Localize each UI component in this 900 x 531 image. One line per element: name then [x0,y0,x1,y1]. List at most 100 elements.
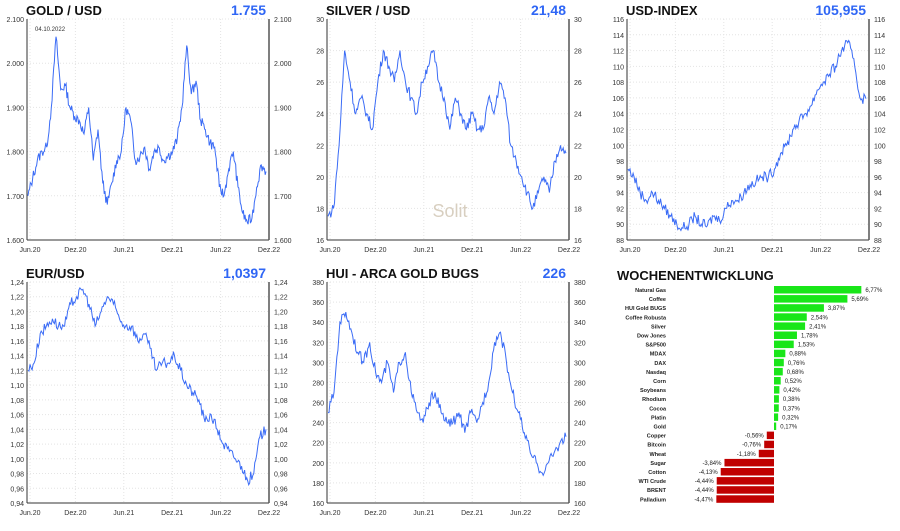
y-tick-label-right: 18 [574,206,582,213]
y-tick-label-right: 1,22 [274,295,288,302]
y-tick-label-right: 1.800 [274,150,292,157]
y-tick-label-right: 1.700 [274,194,292,201]
category-label: Soybeans [640,388,666,394]
x-tick-label: Jun.21 [113,247,134,254]
category-label: WTI Crude [639,479,667,485]
y-tick-label-right: 22 [574,143,582,150]
eur-usd-chart: EUR/USD 1,0397 0,94 0,94 0,96 0,96 0,98 0,98 1… [0,263,300,526]
y-tick-label-left: 180 [312,481,324,488]
value-label: -3,84% [702,461,722,467]
bar [774,286,862,294]
y-tick-label-left: 96 [616,175,624,182]
category-label: BRENT [647,488,667,494]
y-tick-label-left: 1,22 [10,295,24,302]
category-label: MDAX [650,352,667,358]
value-label: -1,18% [737,452,757,458]
y-tick-label-right: 0,98 [274,472,288,479]
price-line [627,39,867,232]
price-line [27,36,267,225]
x-tick-label: Jun.21 [413,510,434,517]
category-label: Cotton [648,470,666,476]
bar [774,413,779,421]
y-tick-label-left: 1,02 [10,442,24,449]
current-value: 226 [542,265,566,281]
x-tick-label: Dez.21 [761,247,783,254]
x-tick-label: Jun.21 [113,510,134,517]
category-label: Palladium [640,497,666,503]
y-tick-label-right: 104 [874,112,886,119]
y-tick-label-left: 1,04 [10,427,24,434]
current-value: 1,0397 [223,265,266,281]
x-tick-label: Jun.20 [619,247,640,254]
y-tick-label-left: 16 [316,238,324,245]
value-label: -4,44% [695,479,715,485]
bar [774,367,783,376]
y-tick-label-left: 30 [316,17,324,24]
y-tick-label-right: 24 [574,112,582,119]
y-tick-label-left: 1,08 [10,398,24,405]
bar [764,440,774,449]
y-tick-label-left: 92 [616,206,624,213]
x-tick-label: Jun.20 [19,510,40,517]
value-label: -4,47% [694,497,714,503]
x-tick-label: Dez.22 [858,247,880,254]
y-tick-label-right: 320 [574,340,586,347]
y-tick-label-left: 106 [612,96,624,103]
y-tick-label-right: 100 [874,143,886,150]
weekly-performance-title: WOCHENENTWICKLUNG [617,268,774,283]
value-label: 0,17% [780,425,798,431]
y-tick-label-right: 0,94 [274,501,288,508]
bar [774,304,824,312]
y-tick-label-left: 26 [316,80,324,87]
y-tick-label-left: 104 [612,112,624,119]
bar [774,331,797,339]
x-tick-label: Jun.22 [810,247,831,254]
x-tick-label: Dez.21 [461,247,483,254]
value-label: 1,53% [798,343,816,349]
bar [774,322,806,330]
y-tick-label-left: 22 [316,143,324,150]
y-tick-label-right: 16 [574,238,582,245]
x-tick-label: Dez.21 [461,510,483,517]
bar [724,458,774,467]
y-tick-label-right: 1,10 [274,383,288,390]
bar [774,386,780,394]
y-tick-label-left: 240 [312,421,324,428]
y-tick-label-right: 160 [574,501,586,508]
y-tick-label-left: 1,10 [10,383,24,390]
gold-line-plot: 1.600 1.600 1.700 1.700 1.800 1.800 1.900 1.900… [6,17,292,254]
x-tick-label: Dez.20 [664,247,686,254]
x-tick-label: Dez.22 [258,510,280,517]
y-tick-label-left: 1.900 [6,105,24,112]
bar [766,431,774,440]
y-tick-label-right: 1,16 [274,339,288,346]
hui-line-plot: 160 160 180 180 200 200 220 220 240 240 260 260 280 2… [312,280,586,517]
y-tick-label-right: 360 [574,300,586,307]
x-tick-label: Dez.22 [258,247,280,254]
y-tick-label-right: 30 [574,17,582,24]
x-tick-label: Dez.21 [161,247,183,254]
value-label: 6,77% [865,288,883,294]
y-tick-label-right: 28 [574,49,582,56]
y-tick-label-right: 1,12 [274,368,288,375]
x-tick-label: Jun.20 [19,247,40,254]
y-tick-label-right: 1,18 [274,324,288,331]
chart-title: GOLD / USD [26,3,102,18]
y-tick-label-left: 260 [312,401,324,408]
y-tick-label-right: 300 [574,360,586,367]
bar [774,349,786,358]
y-tick-label-left: 24 [316,112,324,119]
silver-usd-chart: SILVER / USD 21,48 16 16 18 18 20 20 22 22 24 24 2… [300,0,600,263]
price-line [327,49,567,218]
y-tick-label-right: 116 [874,17,885,24]
bar [716,486,774,494]
value-label: 2,54% [811,315,829,321]
value-label: 0,37% [783,406,801,412]
current-value: 21,48 [530,2,566,18]
category-label: HUI Gold BUGS [625,306,666,312]
value-label: 0,68% [787,370,805,376]
category-label: Natural Gas [635,288,666,294]
gold-usd-chart: GOLD / USD 1.755 1.600 1.600 1.700 1.700 1.8… [0,0,300,263]
bar [758,449,774,458]
bar [716,495,774,503]
